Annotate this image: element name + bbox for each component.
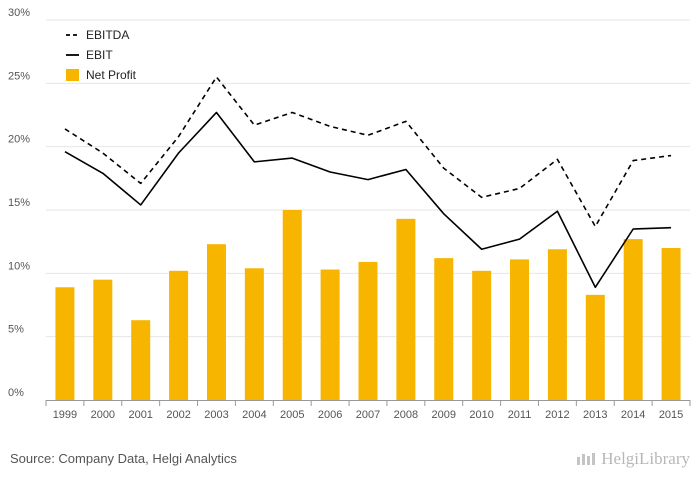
x-tick-label: 2002 [166,409,190,421]
x-tick-label: 2007 [356,409,380,421]
net-profit-bar [623,239,643,400]
net-profit-bars [55,210,681,400]
net-profit-bar [282,210,302,400]
y-tick-label: 5% [8,324,24,336]
legend-symbol-net-profit [66,69,79,81]
x-tick-label: 2001 [128,409,152,421]
net-profit-bar [585,294,605,400]
net-profit-bar [320,269,340,400]
net-profit-bar [396,218,416,400]
net-profit-bar [434,258,454,400]
x-tick-label: 2000 [91,409,115,421]
x-tick-label: 2015 [659,409,683,421]
library-logo-icon [577,453,596,465]
y-tick-label: 20% [8,134,30,146]
net-profit-bar [93,279,113,400]
x-tick-label: 2005 [280,409,304,421]
x-tick-label: 2004 [242,409,266,421]
net-profit-bar [547,249,567,400]
x-tick-label: 2010 [469,409,493,421]
x-tick-label: 2011 [508,409,532,421]
net-profit-bar [131,320,151,400]
x-axis: 1999 2000 2001 2002 2003 2004 2005 2006 2007 2008… [45,400,691,421]
net-profit-bar [206,244,226,400]
y-tick-label: 10% [8,260,30,272]
series-lines [64,76,672,289]
net-profit-bar [472,270,492,400]
net-profit-bar [661,248,681,400]
source-note: Source: Company Data, Helgi Analytics [10,451,237,466]
net-profit-bar [510,259,530,400]
x-tick-label: 2003 [204,409,228,421]
legend-label: EBIT [86,48,113,62]
x-tick-label: 1999 [53,409,77,421]
net-profit-bar [169,270,189,400]
y-tick-label: 0% [8,387,24,399]
legend-label: Net Profit [86,68,137,82]
ebit-line [64,111,672,289]
y-tick-label: 15% [8,197,30,209]
legend-label: EBITDA [86,28,129,42]
gridlines [46,19,690,338]
net-profit-bar [358,261,378,400]
net-profit-bar [55,287,75,400]
ebitda-line [64,76,672,228]
x-tick-label: 2014 [621,409,645,421]
net-profit-bar [244,268,264,400]
x-tick-label: 2009 [432,409,456,421]
y-axis-ticks: 0% 5% 10% 15% 20% 25% 30% [8,7,30,399]
helgi-library-logo: HelgiLibrary [576,449,690,469]
chart: 0% 5% 10% 15% 20% 25% 30% 1999 2000 2001 2002 2003… [8,7,691,421]
x-tick-label: 2013 [583,409,607,421]
x-tick-label: 2008 [394,409,418,421]
x-tick-label: 2012 [545,409,569,421]
logo-text: HelgiLibrary [601,449,690,468]
x-tick-label: 2006 [318,409,342,421]
y-tick-label: 30% [8,7,30,19]
legend: EBITDA EBIT Net Profit [66,28,137,82]
y-tick-label: 25% [8,70,30,82]
